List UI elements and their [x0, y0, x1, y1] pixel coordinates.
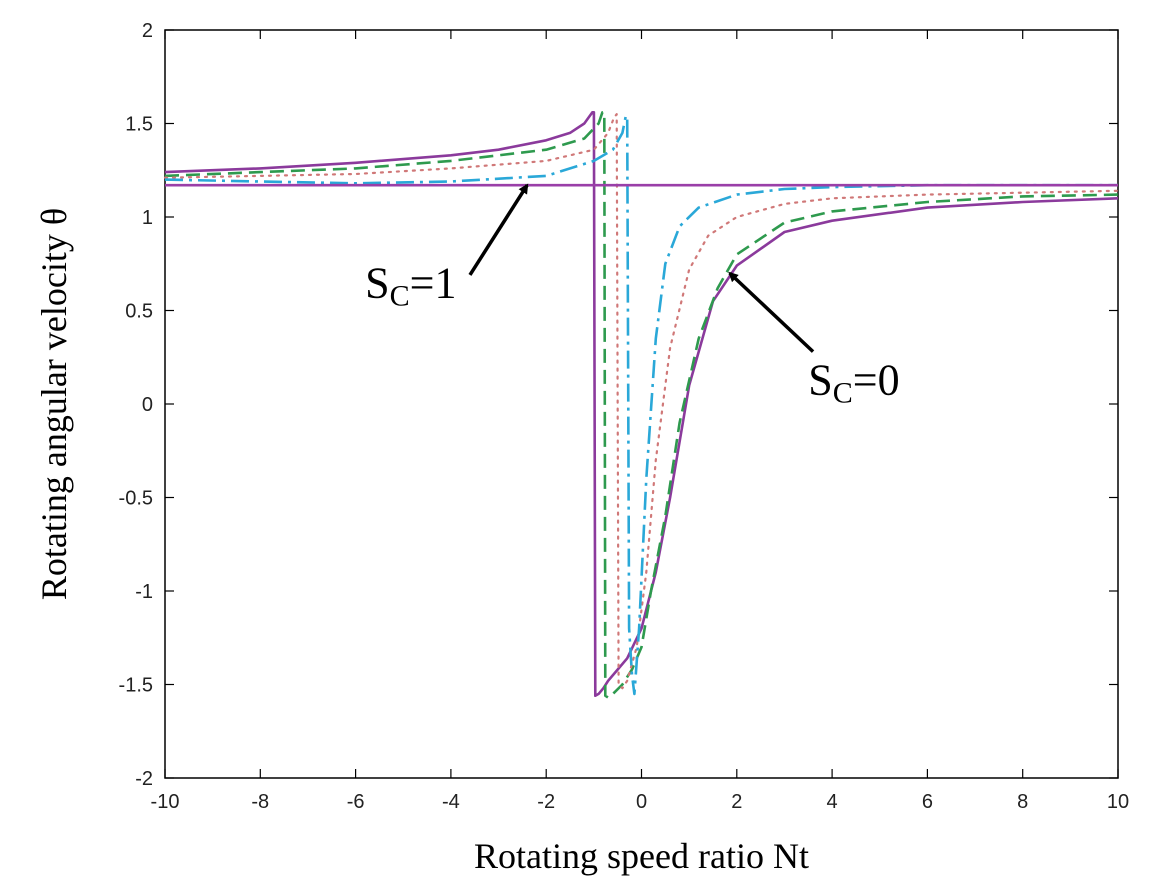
x-tick-label: 6: [922, 791, 933, 813]
x-tick-label: 8: [1017, 791, 1028, 813]
x-tick-label: -10: [151, 791, 180, 813]
plot-area-border: [164, 29, 1119, 779]
x-tick-label: -2: [537, 791, 555, 813]
y-tick-label: 0: [142, 394, 153, 416]
series-line-3: [164, 114, 1118, 696]
y-tick-label: 1.5: [125, 114, 153, 136]
annotation-arrow: [468, 183, 529, 276]
plot-frame: [164, 29, 1119, 779]
y-tick-label: -0.5: [119, 488, 153, 510]
series-group: [163, 111, 1120, 699]
annotation-arrow: [728, 271, 815, 353]
x-tick-label: -4: [442, 791, 460, 813]
y-tick-label: -1.5: [119, 675, 153, 697]
y-tick-label: -1: [135, 581, 153, 603]
y-tick-label: 1: [142, 207, 153, 229]
x-tick-label: 0: [636, 791, 647, 813]
x-tick-label: -8: [251, 791, 269, 813]
series-line-0: [164, 111, 1119, 698]
y-tick-label: -2: [135, 768, 153, 790]
x-tick-label: 2: [731, 791, 742, 813]
x-tick-label: -6: [347, 791, 365, 813]
y-tick-label: 2: [142, 20, 153, 42]
annotation-label: SC=1: [365, 258, 456, 312]
x-axis-title: Rotating speed ratio Nt: [474, 836, 809, 876]
x-tick-label: 4: [827, 791, 838, 813]
y-tick-label: 0.5: [125, 301, 153, 323]
annotations-group: SC=1 SC=0: [365, 183, 900, 410]
series-line-1: [164, 111, 1119, 699]
ticks-group: -10 -8 -6 -4 -2 0 2 4 6 8 10 -2 -1.5 -1 -0.5 0 0.5 1 1.5 2: [119, 20, 1130, 813]
x-tick-label: 10: [1107, 791, 1129, 813]
annotation-label: SC=0: [808, 356, 899, 410]
y-axis-title: Rotating angular velocity θ: [34, 208, 74, 600]
